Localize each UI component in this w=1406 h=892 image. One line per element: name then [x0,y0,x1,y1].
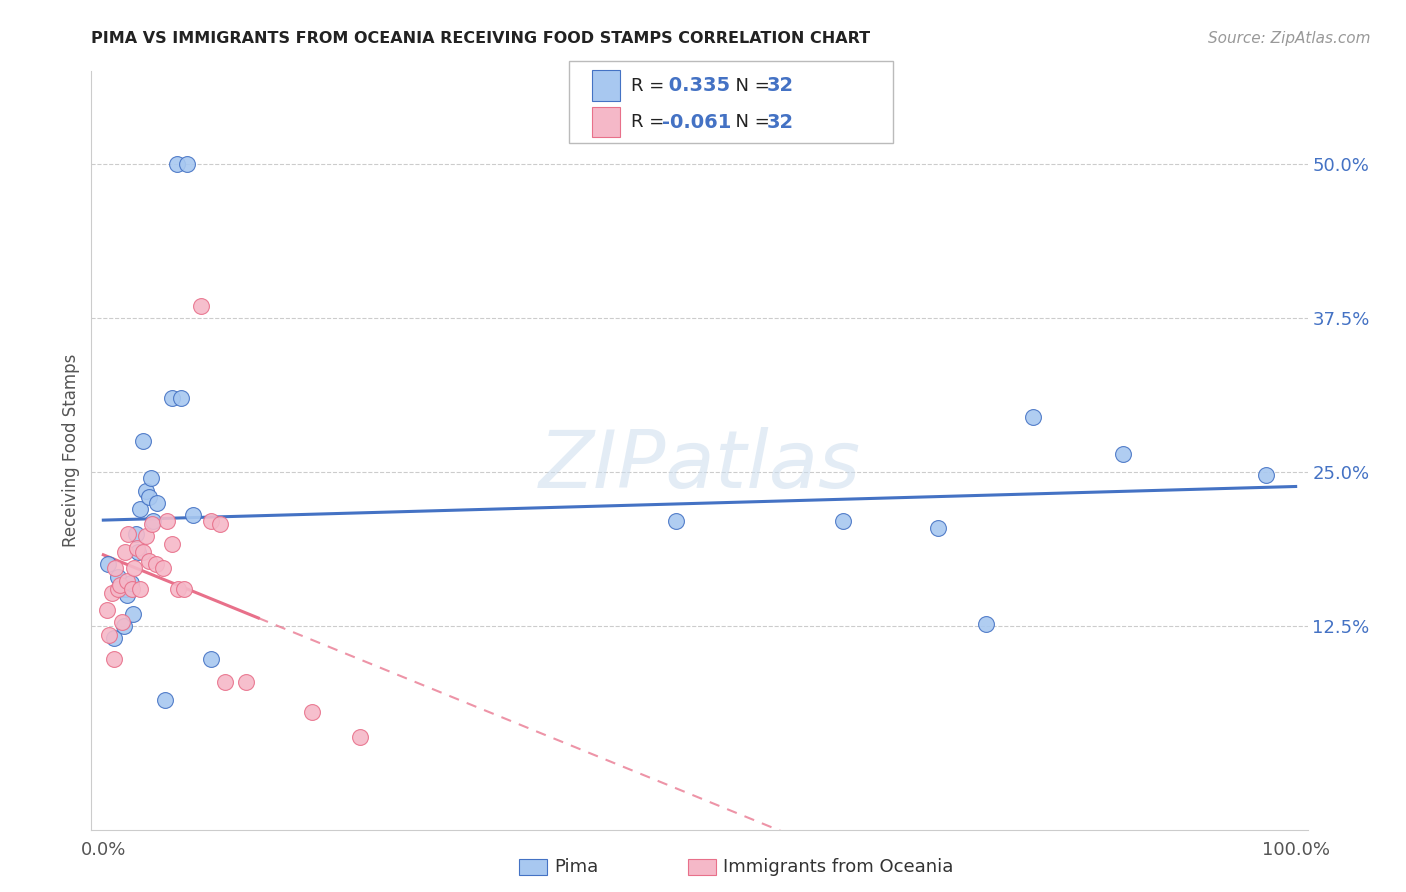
Point [97,558,120,572]
Point [129,582,152,596]
Point [927,520,949,534]
Point [141,516,163,531]
Point [235,674,257,689]
Point [120,576,142,591]
Point [121,582,143,596]
Point [349,730,371,744]
Point [1022,409,1045,424]
Text: Pima: Pima [554,858,598,876]
Point [108,578,131,592]
Point [110,582,132,596]
Point [129,502,152,516]
Point [167,582,190,596]
Point [1112,446,1135,460]
Point [124,526,146,541]
Point [146,496,169,510]
Text: Immigrants from Oceania: Immigrants from Oceania [723,858,953,876]
Point [170,391,193,405]
Point [131,434,153,449]
Point [112,619,135,633]
Point [155,693,177,707]
Point [122,607,145,621]
Point [162,391,184,405]
Point [107,582,129,596]
Point [124,561,146,575]
Point [98,628,121,642]
Point [115,574,138,588]
Point [138,490,160,504]
Point [135,529,157,543]
Text: -0.061: -0.061 [662,112,731,132]
Point [103,652,125,666]
Point [115,582,138,596]
Point [111,615,134,630]
Point [665,514,688,528]
Point [104,561,127,575]
Point [190,299,212,313]
Point [200,514,222,528]
Point [127,545,149,559]
Text: R =: R = [631,77,671,95]
Point [1254,467,1277,482]
Point [200,652,222,666]
Point [138,554,160,568]
Point [107,570,129,584]
Point [301,706,323,720]
Text: 32: 32 [766,112,793,132]
Point [176,157,198,171]
Y-axis label: Receiving Food Stamps: Receiving Food Stamps [62,354,80,547]
Point [166,157,188,171]
Point [162,536,184,550]
Text: N =: N = [724,113,776,131]
Point [152,561,174,575]
Point [209,516,232,531]
Point [145,558,167,572]
Point [139,471,162,485]
Text: Source: ZipAtlas.com: Source: ZipAtlas.com [1208,31,1371,46]
Point [114,545,136,559]
Point [131,545,153,559]
Text: 0.335: 0.335 [662,76,730,95]
Point [142,514,165,528]
Point [100,586,122,600]
Point [974,616,997,631]
Point [181,508,204,523]
Text: 32: 32 [766,76,793,95]
Point [103,632,125,646]
Point [155,514,177,528]
Point [96,603,118,617]
Text: R =: R = [631,113,671,131]
Text: ZIPatlas: ZIPatlas [538,426,860,505]
Point [173,582,195,596]
Point [214,674,236,689]
Point [135,483,157,498]
Point [831,514,853,528]
Point [117,526,139,541]
Point [115,588,138,602]
Text: N =: N = [724,77,776,95]
Text: PIMA VS IMMIGRANTS FROM OCEANIA RECEIVING FOOD STAMPS CORRELATION CHART: PIMA VS IMMIGRANTS FROM OCEANIA RECEIVIN… [91,31,870,46]
Point [125,541,148,556]
